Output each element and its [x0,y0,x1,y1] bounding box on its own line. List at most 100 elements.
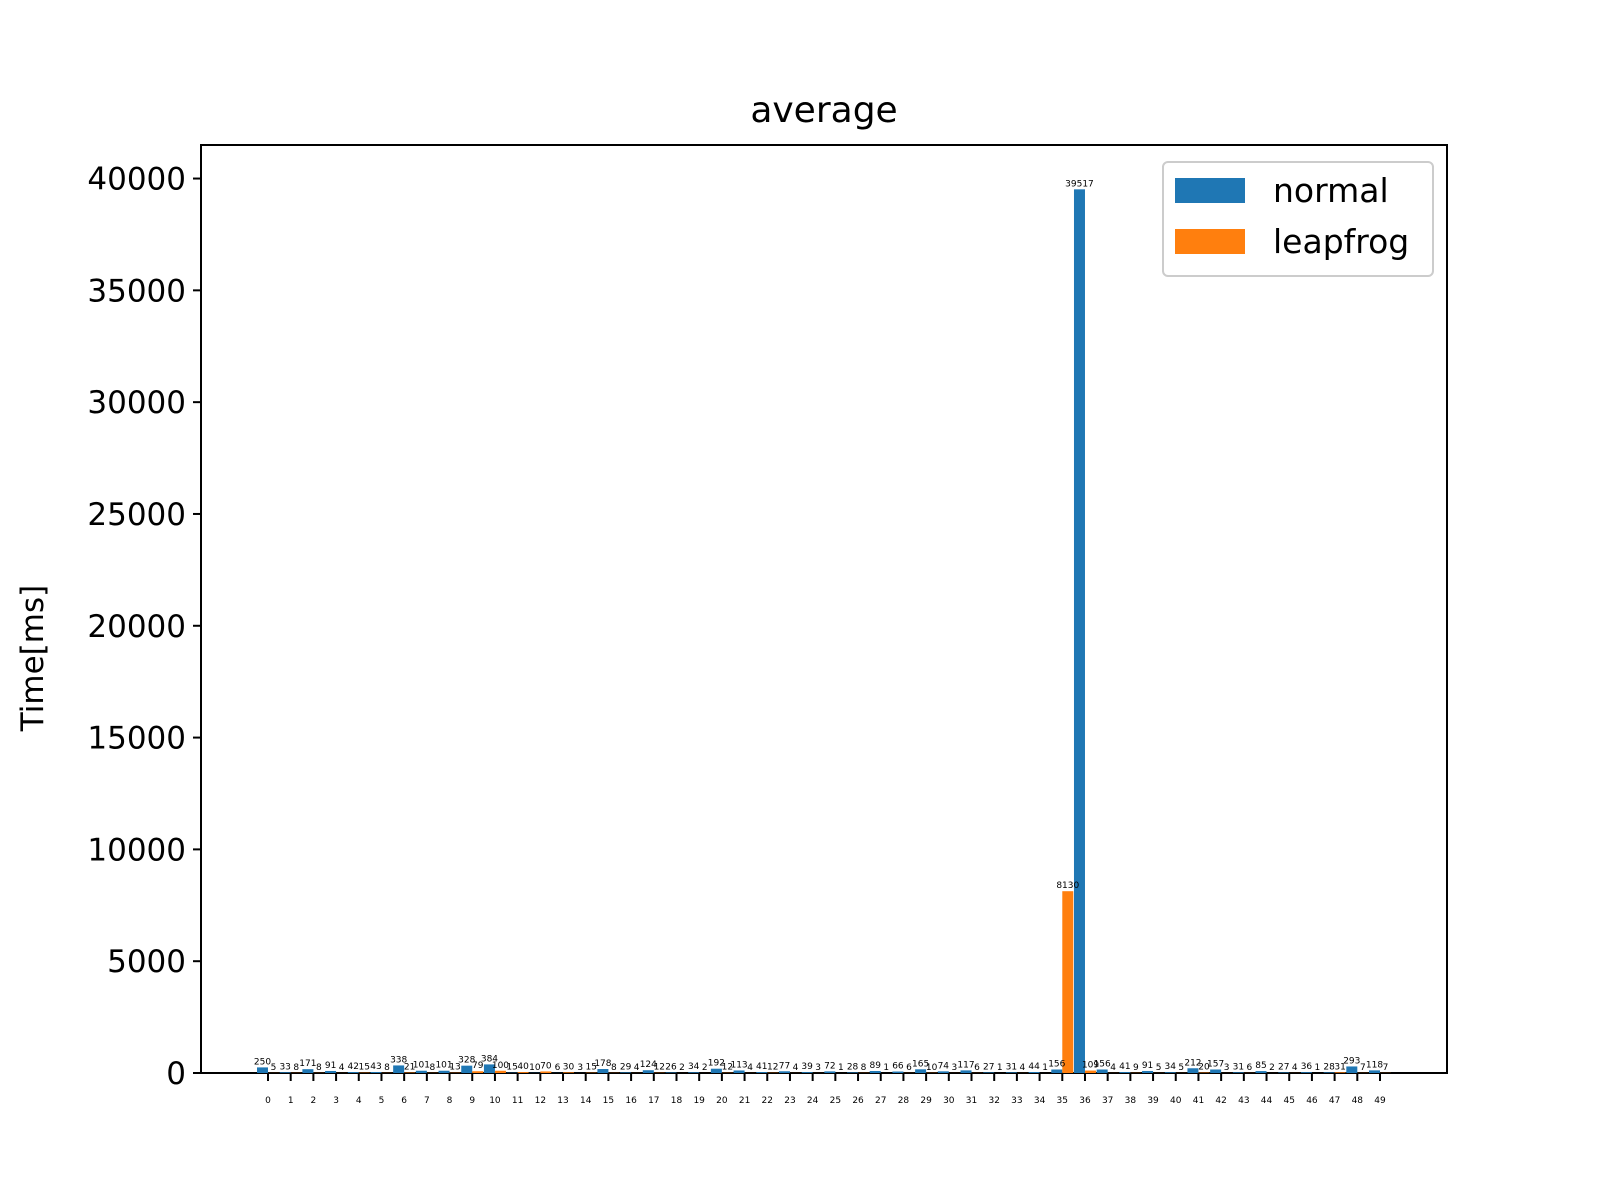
x-tick-label-3: 3 [333,1096,339,1106]
leapfrog-bar-12 [540,1071,552,1073]
x-tick-label-12: 12 [535,1096,546,1106]
leapfrog-data-label-13: 30 [563,1062,575,1072]
leapfrog-data-label-1: 8 [293,1063,299,1073]
normal-data-label-1: 33 [279,1062,290,1072]
leapfrog-data-label-21: 4 [747,1063,753,1073]
x-tick-label-31: 31 [966,1096,977,1106]
normal-data-label-21: 113 [730,1060,747,1070]
normal-data-label-47: 28 [1323,1062,1335,1072]
x-tick-label-40: 40 [1170,1096,1182,1106]
leapfrog-data-label-6: 21 [404,1063,415,1073]
x-tick-label-35: 35 [1057,1096,1068,1106]
y-axis: 0 5000 10000 15000 20000 25000 30000 35000 40000 [87,162,201,1092]
normal-bar-23 [778,1071,790,1073]
x-tick-label-37: 37 [1102,1096,1113,1106]
leapfrog-data-label-38: 9 [1133,1063,1139,1073]
normal-bar-37 [1096,1069,1108,1073]
x-tick-label-29: 29 [920,1096,932,1106]
normal-data-label-11: 15 [506,1063,517,1073]
normal-data-label-24: 39 [801,1062,813,1072]
y-tick-label-40000: 40000 [87,162,186,198]
normal-data-label-45: 27 [1278,1062,1289,1072]
y-tick-label-20000: 20000 [87,609,186,645]
normal-data-label-18: 26 [665,1062,677,1072]
normal-bar-38 [1119,1072,1131,1073]
x-tick-label-8: 8 [447,1096,453,1106]
leapfrog-data-label-14: 15 [585,1063,596,1073]
normal-data-label-28: 66 [892,1062,904,1072]
chart-title: average [750,90,897,131]
normal-data-label-25: 72 [824,1061,835,1071]
normal-bar-2 [302,1069,314,1073]
x-tick-label-42: 42 [1215,1096,1226,1106]
legend-swatch-normal [1175,178,1245,203]
normal-data-label-42: 157 [1207,1059,1224,1069]
normal-bar-0 [257,1067,268,1073]
x-tick-label-25: 25 [830,1096,841,1106]
normal-bar-19 [688,1072,700,1073]
leapfrog-data-label-17: 12 [654,1063,665,1073]
normal-data-label-9: 328 [458,1056,475,1066]
x-tick-label-6: 6 [401,1096,407,1106]
normal-data-label-7: 101 [413,1061,430,1071]
x-tick-label-13: 13 [557,1096,568,1106]
normal-data-label-6: 338 [390,1055,407,1065]
y-tick-label-10000: 10000 [87,832,186,868]
normal-bar-46 [1300,1072,1312,1073]
normal-bar-48 [1346,1066,1358,1073]
leapfrog-data-label-35: 8130 [1056,881,1079,891]
plot-area [200,144,1448,1074]
leapfrog-data-label-29: 10 [926,1063,938,1073]
normal-data-label-30: 74 [938,1061,950,1071]
normal-bar-25 [824,1071,836,1073]
leapfrog-data-label-8: 13 [449,1063,460,1073]
normal-data-label-17: 124 [640,1060,657,1070]
normal-data-label-26: 28 [847,1062,859,1072]
normal-data-label-19: 34 [688,1062,700,1072]
normal-bar-35 [1051,1069,1063,1073]
normal-data-label-15: 178 [594,1059,611,1069]
leapfrog-bar-47 [1334,1072,1346,1073]
y-tick-label-35000: 35000 [87,273,186,309]
leapfrog-data-label-31: 6 [974,1063,980,1073]
leapfrog-data-label-22: 12 [767,1063,778,1073]
normal-bar-4 [347,1072,359,1073]
normal-bar-27 [869,1071,881,1073]
x-tick-label-48: 48 [1352,1096,1364,1106]
normal-data-label-38: 41 [1119,1062,1130,1072]
x-tick-label-22: 22 [762,1096,773,1106]
normal-data-label-36: 39517 [1065,179,1094,189]
normal-data-label-40: 34 [1165,1062,1177,1072]
normal-data-label-33: 31 [1006,1062,1017,1072]
leapfrog-bar-9 [472,1071,484,1073]
legend-label-normal: normal [1273,171,1389,210]
normal-data-label-23: 77 [779,1061,790,1071]
normal-bar-32 [983,1072,995,1073]
normal-bar-41 [1187,1068,1199,1073]
leapfrog-data-label-10: 100 [492,1061,509,1071]
x-tick-label-49: 49 [1374,1096,1386,1106]
leapfrog-data-label-5: 8 [384,1063,390,1073]
leapfrog-data-label-28: 6 [906,1063,912,1073]
x-tick-label-19: 19 [693,1096,705,1106]
leapfrog-data-label-7: 8 [429,1063,435,1073]
leapfrog-data-label-30: 3 [951,1063,957,1073]
normal-bar-28 [892,1071,904,1073]
legend-label-leapfrog: leapfrog [1273,222,1409,261]
leapfrog-data-label-41: 20 [1198,1063,1210,1073]
normal-bar-21 [733,1070,745,1073]
leapfrog-data-label-40: 5 [1178,1063,1184,1073]
x-tick-label-20: 20 [716,1096,728,1106]
normal-data-label-14: 3 [577,1063,583,1073]
leapfrog-bar-35 [1062,891,1074,1073]
leapfrog-data-label-19: 2 [702,1063,708,1073]
y-tick-label-30000: 30000 [87,385,186,421]
normal-bar-7 [415,1070,427,1073]
normal-data-label-3: 91 [325,1061,336,1071]
normal-bar-22 [756,1072,768,1073]
normal-data-label-49: 118 [1366,1060,1383,1070]
legend: normal leapfrog [1162,161,1434,277]
normal-data-label-32: 27 [983,1062,994,1072]
leapfrog-data-label-39: 5 [1156,1063,1162,1073]
normal-bar-30 [937,1071,949,1073]
